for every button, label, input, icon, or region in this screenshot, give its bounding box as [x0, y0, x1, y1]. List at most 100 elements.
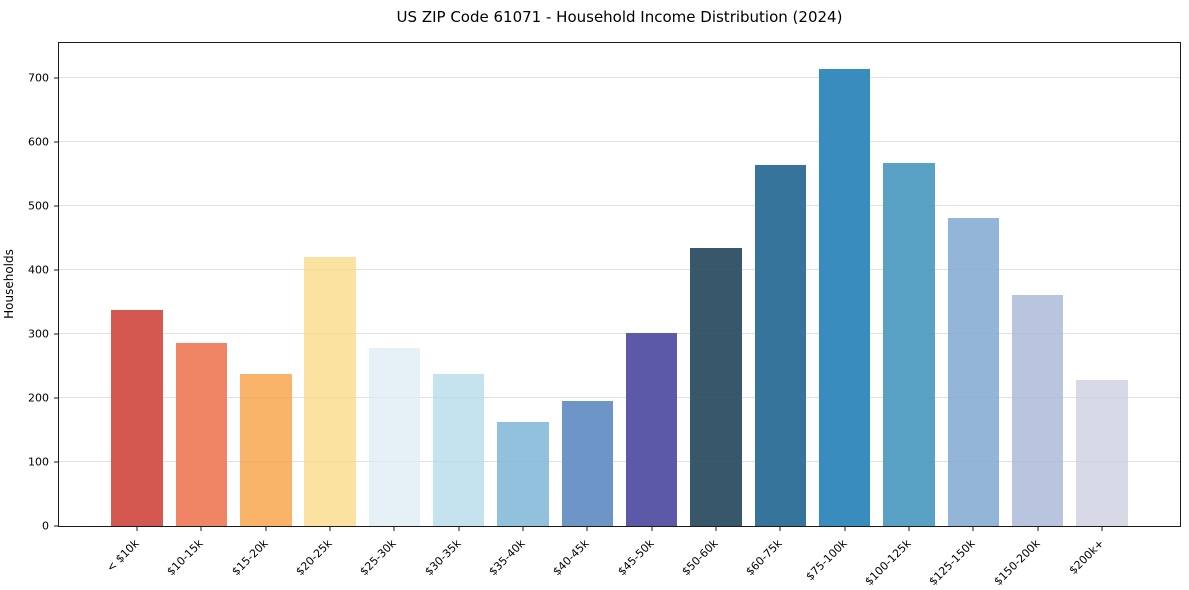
y-tick-label: 0: [42, 519, 49, 533]
x-tick-label: $40-45k: [550, 536, 592, 579]
gridline: [59, 333, 1180, 335]
bar-$60-75k: [754, 165, 806, 526]
y-tick-label: 500: [28, 199, 49, 213]
y-tick-label: 400: [28, 263, 49, 277]
y-axis-tick: 200: [28, 392, 59, 405]
x-tick-mark: [458, 526, 460, 531]
gridline-overlay: [59, 397, 1180, 399]
bar-slot: [941, 43, 1005, 526]
x-tick-label: $150-200k: [990, 536, 1043, 589]
x-tick-label: $30-35k: [422, 536, 464, 579]
bar-slot: [169, 43, 233, 526]
bar-$20-25k: [304, 257, 356, 526]
bar-$15-20k: [240, 374, 292, 526]
bar-slot: [877, 43, 941, 526]
x-tick-mark: [1037, 526, 1039, 531]
x-tick-mark: [265, 526, 267, 531]
x-tick-mark: [200, 526, 202, 531]
bar-$125-150k: [947, 218, 999, 526]
y-tick-label: 100: [28, 455, 49, 469]
gridline: [59, 141, 1180, 143]
bar-slot: [298, 43, 362, 526]
bar-$35-40k: [497, 422, 549, 526]
y-tick-mark: [54, 205, 59, 207]
x-tick-mark: [651, 526, 653, 531]
bars-row: < $10k $10-15k $15-20k $20-25k $25-30k $30-35…: [104, 43, 1134, 588]
bar-slot: [105, 43, 169, 526]
gridline: [59, 77, 1180, 79]
bar-$150-200k: [1011, 295, 1064, 526]
bar-slot: [555, 43, 619, 526]
y-axis-tick: 100: [28, 456, 59, 469]
x-tick-label: $50-60k: [679, 536, 721, 579]
gridline-overlay: [59, 205, 1180, 207]
x-tick-label: $100-125k: [862, 536, 914, 589]
chart-title: US ZIP Code 61071 - Household Income Dis…: [396, 8, 843, 26]
bar-< $10k: [111, 310, 163, 526]
gridline: [59, 397, 1180, 399]
bar-$75-100k: [818, 69, 871, 526]
gridline-overlay: [59, 77, 1180, 79]
plot-area: 0 100 200 300 400 500 600 700 < $10k $10-15k $15-2…: [28, 42, 1181, 588]
x-tick-mark: [1101, 526, 1103, 531]
x-tick-mark: [586, 526, 588, 531]
y-tick-label: 700: [28, 71, 49, 85]
bar-$100-125k: [883, 163, 935, 526]
x-tick-label: $15-20k: [229, 536, 271, 579]
bar-slot: [812, 43, 876, 526]
bar-$45-50k: [625, 332, 678, 526]
x-tick-label: $125-150k: [926, 536, 978, 589]
y-tick-mark: [54, 141, 59, 143]
x-tick-label: $75-100k: [802, 536, 850, 584]
x-tick-mark: [329, 526, 331, 531]
y-axis-tick: 0: [42, 520, 59, 533]
y-axis-tick: 400: [28, 264, 59, 277]
x-tick-mark: [908, 526, 910, 531]
gridline-overlay: [59, 141, 1180, 143]
gridline: [59, 461, 1180, 463]
y-tick-label: 200: [28, 391, 49, 405]
x-tick-mark: [779, 526, 781, 531]
y-tick-label: 600: [28, 135, 49, 149]
bar-slot: [234, 43, 298, 526]
x-tick-mark: [972, 526, 974, 531]
bar-slot: [491, 43, 555, 526]
bar-$25-30k: [368, 348, 421, 526]
y-tick-mark: [54, 397, 59, 399]
x-tick-label: < $10k: [104, 536, 142, 575]
y-axis-tick: 300: [28, 328, 59, 341]
x-tick-mark: [136, 526, 138, 531]
gridline-overlay: [59, 333, 1180, 335]
x-tick-label: $200k+: [1066, 536, 1107, 577]
gridline: [59, 269, 1180, 271]
bar-slot: [684, 43, 748, 526]
y-tick-mark: [54, 461, 59, 463]
bar-slot: [1005, 43, 1069, 526]
x-tick-label: $10-15k: [164, 536, 207, 579]
gridline-overlay: [59, 269, 1180, 271]
y-tick-mark: [54, 269, 59, 271]
x-tick-label: $60-75k: [743, 536, 785, 579]
x-tick-label: $20-25k: [293, 536, 335, 579]
y-tick-label: 300: [28, 327, 49, 341]
x-tick-mark: [844, 526, 846, 531]
gridline: [59, 205, 1180, 207]
x-tick-mark: [393, 526, 395, 531]
bar-slot: [427, 43, 491, 526]
bar-slot: [620, 43, 684, 526]
bar-slot: [362, 43, 426, 526]
bar-$30-35k: [433, 373, 485, 526]
x-tick-mark: [715, 526, 717, 531]
y-axis-tick: 500: [28, 200, 59, 213]
x-tick-label: $35-40k: [486, 536, 528, 579]
y-axis-tick: 600: [28, 136, 59, 149]
y-tick-mark: [54, 333, 59, 335]
bar-slot: [1070, 43, 1134, 526]
bar-$10-15k: [175, 343, 228, 526]
gridline-overlay: [59, 461, 1180, 463]
y-tick-mark: [54, 525, 59, 527]
bar-$40-45k: [561, 400, 614, 526]
y-tick-mark: [54, 77, 59, 79]
bar-$200k+: [1076, 379, 1128, 526]
